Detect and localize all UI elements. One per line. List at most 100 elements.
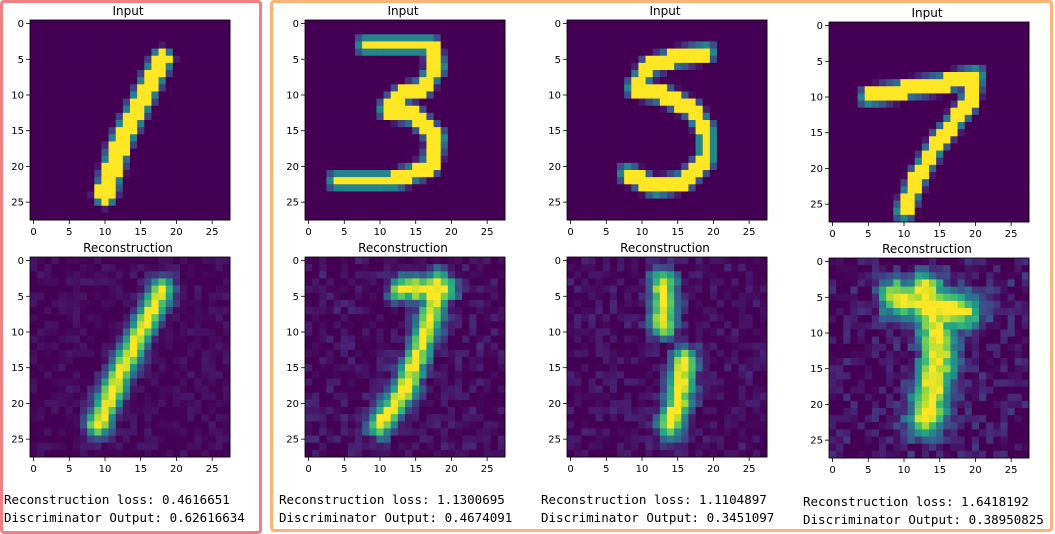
heatmap-cell: [180, 357, 188, 365]
heatmap-cell: [158, 421, 167, 429]
heatmap-cell: [993, 136, 1001, 144]
heatmap-cell: [144, 307, 152, 315]
heatmap-cell: [929, 136, 937, 144]
heatmap-cell: [369, 371, 377, 379]
heatmap-cell: [215, 321, 224, 329]
heatmap-cell: [455, 98, 463, 107]
heatmap-cell: [850, 100, 858, 109]
heatmap-cell: [30, 285, 38, 294]
heatmap-cell: [879, 129, 887, 137]
heatmap-cell: [397, 191, 406, 199]
heatmap-cell: [369, 435, 377, 444]
heatmap-cell: [638, 271, 646, 279]
x-tick-label: 0: [829, 229, 835, 240]
heatmap-cell: [667, 134, 675, 142]
heatmap-cell: [595, 70, 604, 78]
heatmap-cell: [433, 98, 442, 107]
heatmap-cell: [355, 442, 363, 451]
heatmap-cell: [58, 407, 67, 415]
heatmap-cell: [483, 257, 492, 265]
heatmap-cell: [37, 184, 45, 192]
heatmap-cell: [419, 292, 427, 301]
heatmap-cell: [943, 57, 951, 66]
heatmap-cell: [638, 170, 646, 178]
heatmap-cell: [900, 86, 908, 94]
heatmap-cell: [702, 177, 711, 185]
heatmap-cell: [172, 191, 181, 199]
heatmap-cell: [659, 41, 668, 49]
heatmap-cell: [455, 41, 463, 49]
heatmap-cell: [405, 285, 413, 294]
heatmap-cell: [581, 170, 589, 178]
heatmap-cell: [165, 342, 174, 351]
heatmap-cell: [30, 328, 38, 336]
heatmap-cell: [130, 148, 138, 157]
heatmap-cell: [752, 170, 761, 178]
heatmap-cell: [215, 407, 224, 415]
heatmap-cell: [30, 170, 38, 178]
heatmap-cell: [1007, 179, 1016, 187]
heatmap-cell: [158, 191, 167, 199]
heatmap-cell: [151, 299, 159, 308]
heatmap-cell: [51, 285, 59, 294]
heatmap-cell: [319, 392, 327, 401]
heatmap-cell: [333, 148, 342, 157]
heatmap-cell: [702, 162, 711, 171]
heatmap-cell: [850, 86, 858, 94]
heatmap-cell: [455, 414, 463, 422]
heatmap-cell: [695, 77, 704, 85]
heatmap-cell: [695, 141, 704, 149]
heatmap-cell: [957, 100, 966, 109]
heatmap-cell: [419, 278, 427, 286]
heatmap-cell: [1007, 129, 1016, 137]
heatmap-cell: [638, 177, 646, 185]
heatmap-cell: [433, 162, 442, 171]
heatmap-cell: [130, 435, 138, 444]
heatmap-cell: [165, 91, 174, 99]
heatmap-cell: [369, 414, 377, 422]
heatmap-cell: [44, 55, 52, 64]
heatmap-cell: [144, 407, 152, 415]
heatmap-cell: [187, 399, 195, 408]
heatmap-cell: [362, 34, 370, 42]
heatmap-cell: [355, 364, 363, 372]
heatmap-cell: [1021, 50, 1030, 59]
heatmap-cell: [567, 84, 575, 92]
heatmap-cell: [165, 385, 174, 394]
heatmap-cell: [695, 191, 704, 199]
heatmap-cell: [180, 442, 188, 451]
heatmap-cell: [695, 170, 704, 178]
heatmap-cell: [602, 155, 611, 164]
heatmap-cell: [971, 200, 980, 209]
heatmap-cell: [497, 407, 506, 415]
heatmap-cell: [187, 170, 195, 178]
heatmap-cell: [469, 212, 477, 221]
heatmap-cell: [390, 98, 399, 107]
heatmap-cell: [829, 114, 837, 123]
heatmap-cell: [879, 100, 887, 109]
heatmap-cell: [469, 112, 477, 121]
heatmap-cell: [483, 385, 492, 394]
heatmap-cell: [759, 62, 768, 71]
heatmap-cell: [215, 177, 224, 185]
heatmap-cell: [144, 148, 152, 157]
heatmap-cell: [588, 257, 596, 265]
heatmap-cell: [617, 205, 625, 214]
heatmap-cell: [130, 349, 138, 358]
heatmap-cell: [115, 428, 124, 436]
heatmap-cell: [72, 177, 81, 185]
heatmap-cell: [426, 162, 434, 171]
heatmap-cell: [305, 34, 313, 42]
heatmap-cell: [405, 148, 413, 157]
heatmap-cell: [194, 48, 202, 57]
heatmap-cell: [993, 150, 1001, 159]
heatmap-cell: [440, 77, 449, 85]
heatmap-cell: [574, 205, 582, 214]
heatmap-cell: [419, 328, 427, 336]
heatmap-cell: [44, 184, 52, 192]
heatmap-cell: [595, 198, 604, 207]
heatmap-cell: [137, 127, 145, 135]
heatmap-cell: [440, 321, 449, 329]
heatmap-cell: [617, 127, 625, 135]
heatmap-cell: [390, 170, 399, 178]
